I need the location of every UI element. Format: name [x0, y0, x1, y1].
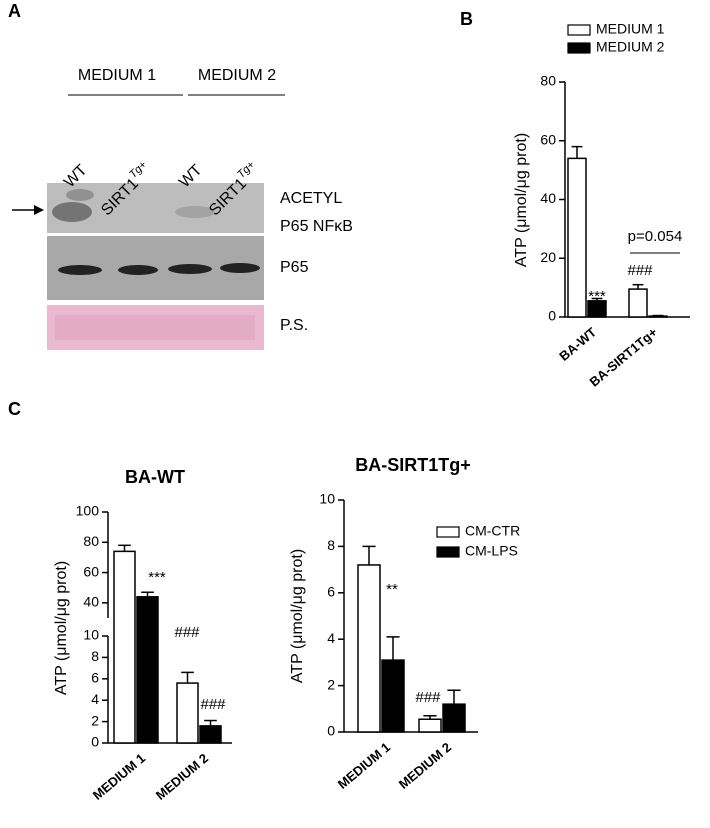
- panel-label: A: [8, 1, 21, 21]
- y-tick-label: 40: [83, 594, 99, 610]
- row-label: ACETYL: [280, 190, 342, 207]
- bar: [136, 596, 159, 744]
- chart-title: BA-SIRT1Tg+: [355, 455, 471, 475]
- bar: [357, 564, 381, 733]
- y-tick-label: 10: [83, 627, 99, 643]
- bar: [381, 659, 405, 733]
- annotation: ***: [148, 569, 166, 586]
- band: [175, 206, 215, 218]
- bar: [442, 703, 466, 733]
- blot-images: [12, 94, 285, 350]
- band: [52, 202, 92, 222]
- y-tick-label: 8: [91, 648, 99, 664]
- bar: [648, 315, 668, 318]
- y-tick-label: 0: [91, 734, 99, 750]
- y-axis-label: ATP (μmol/μg prot): [289, 549, 306, 683]
- y-axis-label: ATP (μmol/μg prot): [513, 133, 530, 267]
- legend-swatch: [436, 526, 460, 538]
- y-tick-label: 0: [548, 308, 556, 324]
- bar: [199, 725, 222, 744]
- y-tick-label: 60: [540, 131, 556, 147]
- legend-label: MEDIUM 1: [596, 21, 665, 37]
- band: [220, 263, 260, 273]
- row-label: P.S.: [280, 317, 308, 334]
- y-tick-label: 10: [319, 491, 335, 507]
- legend-swatch: [567, 42, 591, 54]
- bar: [567, 157, 587, 318]
- y-tick-label: 2: [327, 676, 335, 692]
- x-tick-label: MEDIUM 1: [90, 750, 148, 802]
- bar: [113, 550, 136, 744]
- panel-label: B: [460, 9, 473, 29]
- annotation: ###: [415, 689, 441, 706]
- band: [58, 265, 102, 275]
- row-label: P65 NFκB: [280, 218, 353, 235]
- y-tick-label: 8: [327, 537, 335, 553]
- band: [118, 265, 158, 275]
- band: [66, 189, 94, 201]
- y-tick-label: 40: [540, 190, 556, 206]
- x-tick-label: MEDIUM 2: [396, 739, 454, 791]
- group-label: MEDIUM 1: [78, 67, 156, 84]
- x-tick-label: BA-WT: [556, 324, 599, 363]
- row-label: P65: [280, 259, 309, 276]
- y-tick-label: 100: [76, 503, 100, 519]
- y-tick-label: 4: [91, 691, 99, 707]
- y-tick-label: 4: [327, 630, 335, 646]
- annotation: **: [386, 581, 398, 598]
- annotation: p=0.054: [628, 228, 683, 245]
- y-axis-label: ATP (μmol/μg prot): [53, 561, 70, 695]
- band: [168, 264, 212, 274]
- y-tick-label: 6: [327, 584, 335, 600]
- annotation: ###: [174, 624, 200, 641]
- legend-label: CM-CTR: [465, 523, 520, 539]
- y-tick-label: 20: [540, 249, 556, 265]
- y-tick-label: 2: [91, 712, 99, 728]
- legend-swatch: [567, 24, 591, 36]
- band: [55, 315, 255, 340]
- legend-swatch: [436, 546, 460, 558]
- x-tick-label: MEDIUM 2: [153, 750, 211, 802]
- bar: [587, 300, 607, 318]
- arrow-head: [34, 205, 44, 215]
- bar: [628, 288, 648, 318]
- x-tick-label: BA-SIRT1Tg+: [587, 324, 661, 389]
- bar: [176, 682, 199, 744]
- annotation: ***: [588, 288, 606, 305]
- y-tick-label: 60: [83, 563, 99, 579]
- y-tick-label: 80: [83, 533, 99, 549]
- panel-label: C: [8, 399, 21, 419]
- legend-label: CM-LPS: [465, 543, 518, 559]
- legend-label: MEDIUM 2: [596, 39, 665, 55]
- annotation: ###: [627, 262, 653, 279]
- x-tick-label: MEDIUM 1: [335, 739, 393, 791]
- bar: [418, 718, 442, 733]
- annotation: ###: [200, 696, 226, 713]
- y-tick-label: 6: [91, 670, 99, 686]
- chart-title: BA-WT: [125, 467, 185, 487]
- y-tick-label: 80: [540, 73, 556, 89]
- group-label: MEDIUM 2: [198, 67, 276, 84]
- y-tick-label: 0: [327, 723, 335, 739]
